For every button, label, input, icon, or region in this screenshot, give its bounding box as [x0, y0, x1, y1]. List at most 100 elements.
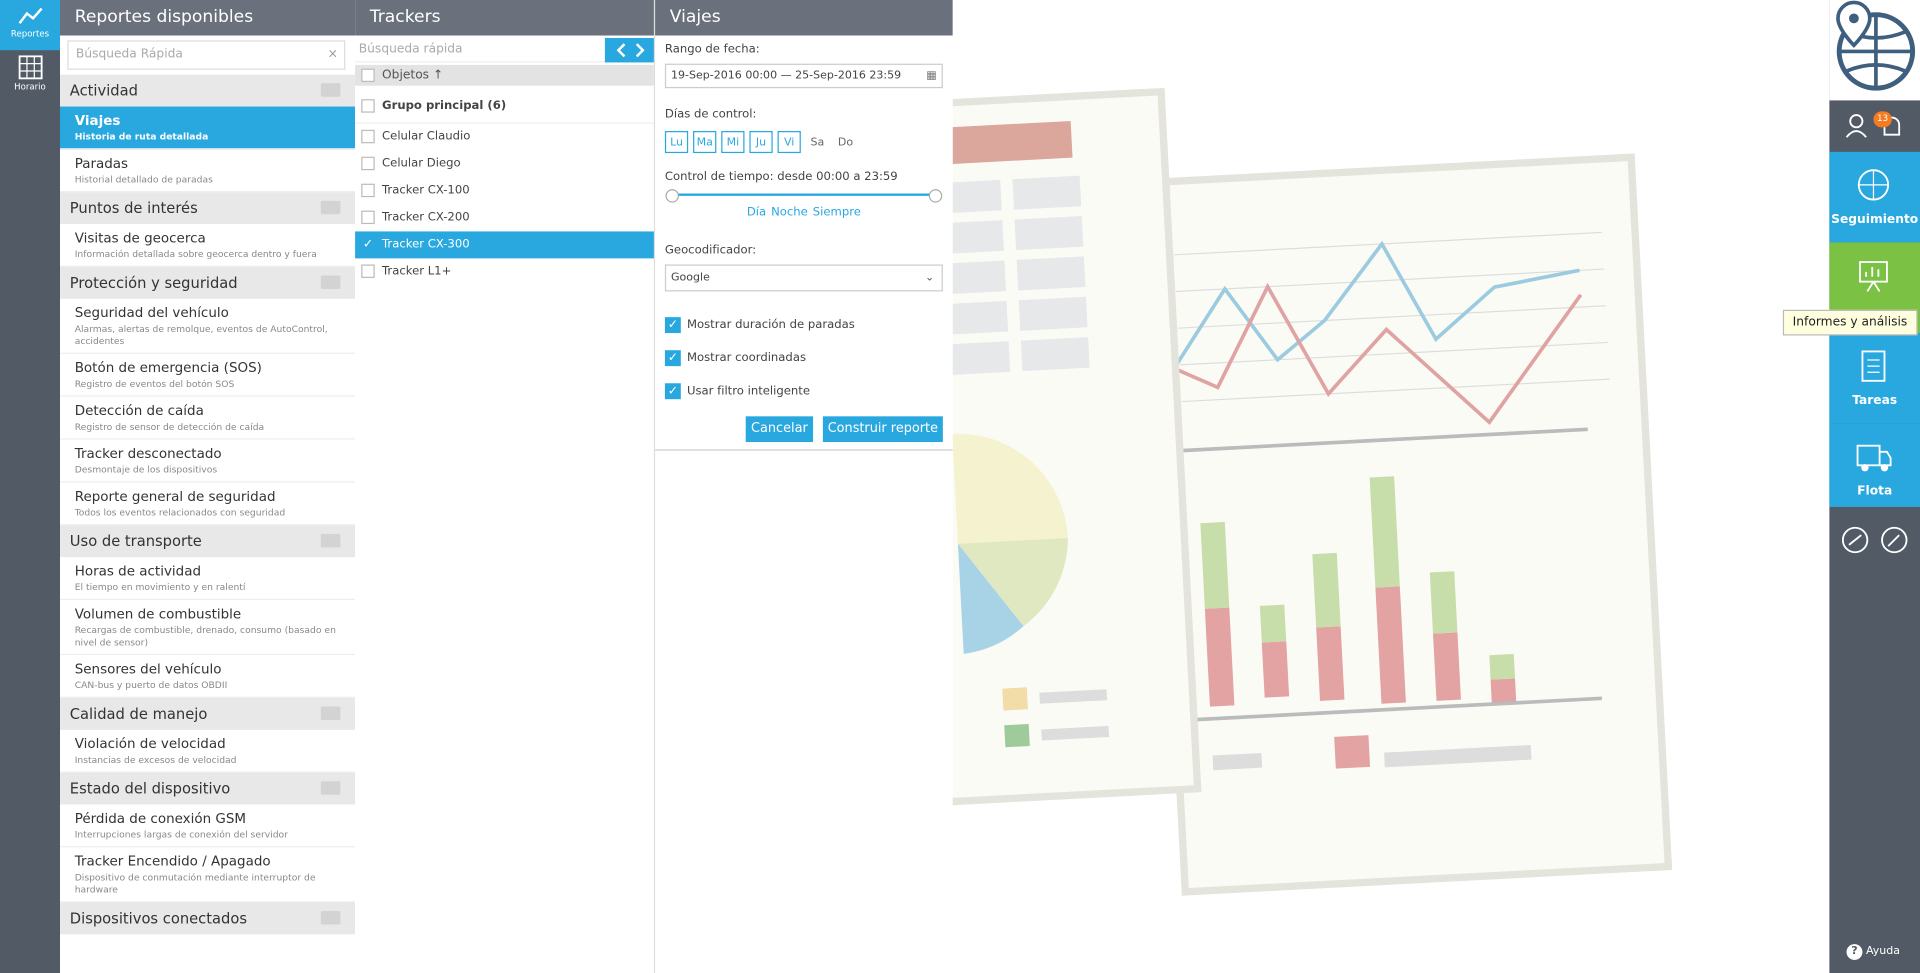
- report-desc: Historia de ruta detallada: [74, 131, 209, 143]
- checkbox[interactable]: ✓: [664, 350, 681, 367]
- trackers-search[interactable]: Búsqueda rápida: [355, 38, 605, 63]
- section-header[interactable]: Dispositivos conectados: [60, 902, 356, 935]
- logo[interactable]: [1829, 0, 1920, 101]
- reports-search[interactable]: Búsqueda Rápida ×: [67, 40, 346, 70]
- report-desc: Recargas de combustible, drenado, consum…: [74, 624, 336, 648]
- trackers-title: Trackers: [355, 0, 654, 36]
- section-header[interactable]: Calidad de manejo: [60, 697, 356, 730]
- day-toggle[interactable]: Ma: [693, 131, 717, 154]
- report-desc: Instancias de excesos de velocidad: [74, 754, 237, 766]
- collapse-icon[interactable]: [320, 781, 341, 795]
- tracker-row[interactable]: Tracker L1+: [355, 258, 654, 285]
- sidebar-tile[interactable]: Tareas: [1829, 333, 1920, 424]
- day-toggle[interactable]: Ju: [749, 131, 773, 154]
- report-name: Reporte general de seguridad: [74, 488, 276, 505]
- time-preset[interactable]: Día: [746, 205, 767, 220]
- report-item[interactable]: Horas de actividad El tiempo en movimient…: [60, 557, 356, 601]
- report-desc: Registro de eventos del botón SOS: [74, 378, 235, 390]
- report-desc: Historial detallado de paradas: [74, 173, 213, 185]
- checkbox[interactable]: [361, 210, 375, 225]
- section-header[interactable]: Estado del dispositivo: [60, 772, 356, 805]
- checkbox[interactable]: [361, 183, 375, 198]
- collapse-icon[interactable]: [320, 275, 341, 289]
- tracker-row[interactable]: Celular Claudio: [355, 124, 654, 151]
- collapse-icon[interactable]: [320, 706, 341, 721]
- report-item[interactable]: Detección de caída Registro de sensor de …: [60, 397, 356, 440]
- collapse-icon[interactable]: [320, 533, 341, 548]
- time-preset[interactable]: Siempre: [812, 205, 861, 220]
- help[interactable]: ? Ayuda: [1846, 944, 1900, 961]
- option-checkbox[interactable]: ✓ Usar filtro inteligente: [664, 383, 810, 400]
- report-item[interactable]: Violación de velocidad Instancias de exce…: [60, 730, 356, 773]
- build-button[interactable]: Construir reporte: [822, 416, 943, 443]
- checkbox[interactable]: ✓: [664, 317, 681, 334]
- section-header[interactable]: Uso de transporte: [60, 525, 356, 558]
- cancel-button[interactable]: Cancelar: [745, 416, 814, 443]
- column-title: Objetos ↑: [382, 68, 444, 83]
- tracker-name: Celular Claudio: [382, 129, 471, 144]
- tracker-row[interactable]: ✓ Tracker CX-300: [355, 231, 654, 259]
- section-header[interactable]: Puntos de interés: [60, 192, 356, 225]
- time-slider[interactable]: [665, 186, 943, 206]
- report-item[interactable]: Paradas Historial detallado de paradas: [60, 149, 356, 193]
- collapse-icon[interactable]: [320, 83, 341, 97]
- report-item[interactable]: Volumen de combustible Recargas de combus…: [60, 600, 356, 656]
- checkbox[interactable]: [361, 129, 375, 144]
- geocoder-label: Geocodificador:: [664, 243, 757, 258]
- sidebar-tile[interactable]: Flota: [1829, 423, 1920, 507]
- geocoder-select[interactable]: Google ⌄: [664, 264, 943, 292]
- column-header[interactable]: Objetos ↑: [355, 64, 654, 86]
- day-toggle[interactable]: Sa: [810, 137, 825, 150]
- report-item[interactable]: Viajes Historia de ruta detallada: [60, 106, 356, 150]
- report-item[interactable]: Tracker desconectado Desmontaje de los di…: [60, 440, 356, 483]
- option-checkbox[interactable]: ✓ Mostrar duración de paradas: [664, 317, 855, 334]
- report-form: Rango de fecha: 19-Sep-2016 00:00 — 25-S…: [655, 35, 953, 451]
- report-item[interactable]: Pérdida de conexión GSM Interrupciones la…: [60, 804, 356, 848]
- nav-label: Reportes: [10, 29, 50, 40]
- tracker-row[interactable]: Tracker CX-200: [355, 204, 654, 231]
- checkbox[interactable]: [361, 156, 375, 171]
- tile-label: Flota: [1857, 484, 1893, 499]
- option-checkbox[interactable]: ✓ Mostrar coordinadas: [664, 350, 806, 367]
- report-item[interactable]: Botón de emergencia (SOS) Registro de eve…: [60, 354, 356, 397]
- section-title: Calidad de manejo: [69, 705, 208, 723]
- collapse-icon[interactable]: [320, 911, 341, 925]
- section-title: Actividad: [69, 82, 138, 100]
- report-item[interactable]: Sensores del vehículo CAN-bus y puerto de…: [60, 655, 356, 698]
- collapse-icon[interactable]: [320, 200, 341, 215]
- nav-button[interactable]: Horario: [0, 50, 60, 100]
- background-illustration: [952, 87, 1673, 896]
- tracker-row[interactable]: Tracker CX-100: [355, 178, 654, 205]
- date-input[interactable]: 19-Sep-2016 00:00 — 25-Sep-2016 23:59 ▦: [664, 63, 943, 89]
- report-item[interactable]: Visitas de geocerca Información detallada…: [60, 224, 356, 267]
- day-toggle[interactable]: Mi: [721, 131, 745, 154]
- checkbox[interactable]: ✓: [362, 237, 374, 252]
- tile-label: Seguimiento: [1831, 213, 1919, 227]
- nav-button[interactable]: Reportes: [0, 0, 61, 51]
- section-header[interactable]: Actividad: [60, 74, 356, 107]
- tracker-row[interactable]: Celular Diego: [355, 151, 654, 178]
- report-item[interactable]: Reporte general de seguridad Todos los ev…: [60, 482, 356, 526]
- clear-icon[interactable]: ×: [327, 47, 338, 62]
- section-header[interactable]: Protección y seguridad: [60, 266, 356, 299]
- day-toggle[interactable]: Vi: [777, 131, 801, 154]
- report-name: Detección de caída: [74, 402, 204, 419]
- report-item[interactable]: Seguridad del vehículo Alarmas, alertas d…: [60, 299, 356, 354]
- report-item[interactable]: Tracker Encendido / Apagado Dispositivo d…: [60, 847, 356, 903]
- date-label: Rango de fecha:: [664, 42, 760, 57]
- day-toggle[interactable]: Do: [837, 137, 854, 150]
- sidebar-tile[interactable]: Seguimiento: [1829, 151, 1920, 243]
- tool-icons[interactable]: [1839, 525, 1912, 554]
- tracker-group[interactable]: Grupo principal (6): [355, 91, 654, 124]
- time-preset[interactable]: Noche: [771, 205, 808, 220]
- checkbox[interactable]: [361, 264, 375, 278]
- nav-label: Horario: [14, 82, 46, 92]
- day-toggle[interactable]: Lu: [664, 131, 689, 154]
- days-row: Lu Ma Mi Ju Vi Sa Do: [664, 131, 862, 154]
- report-name: Botón de emergencia (SOS): [74, 360, 262, 376]
- nav-arrows[interactable]: [604, 37, 654, 63]
- checkbox[interactable]: ✓: [664, 383, 681, 400]
- time-presets: Día Noche Siempre: [655, 206, 953, 219]
- section-title: Protección y seguridad: [69, 274, 238, 292]
